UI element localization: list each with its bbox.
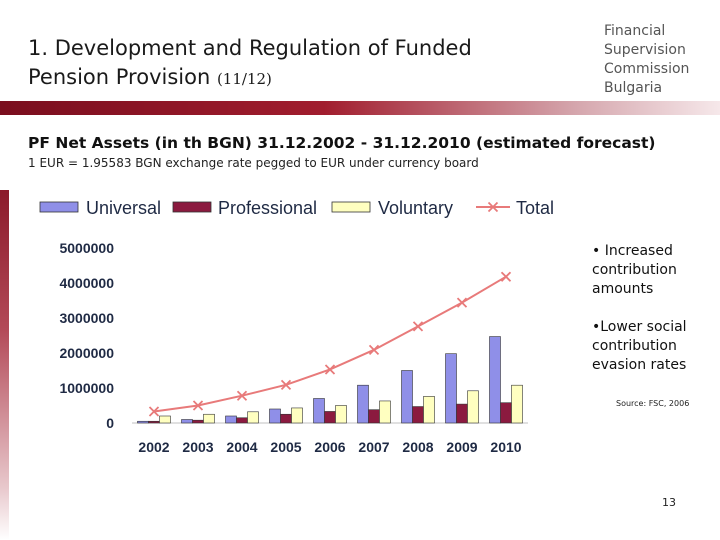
x-tick-label: 2004: [226, 439, 257, 455]
bar-voluntary: [291, 407, 303, 424]
bar-voluntary: [467, 390, 479, 424]
legend-label-professional: Professional: [218, 198, 317, 218]
bar-voluntary: [335, 405, 347, 424]
total-point-marker: [148, 406, 160, 417]
legend-marker-total: [487, 201, 499, 213]
org-line-3: Commission: [604, 61, 690, 77]
legend-label-voluntary: Voluntary: [378, 198, 453, 218]
bar-professional: [324, 411, 336, 424]
bar-universal: [225, 415, 237, 424]
bar-professional: [456, 403, 468, 424]
bar-universal: [181, 419, 193, 424]
y-tick-label: 1000000: [59, 380, 114, 396]
bullet-item: • Increased contribution amounts: [592, 243, 677, 297]
bullet-item: •Lower social contribution evasion rates: [592, 319, 687, 373]
bar-universal: [401, 370, 413, 424]
x-tick-label: 2007: [358, 439, 389, 455]
bullet-list: • Increased contribution amounts •Lower …: [592, 242, 712, 394]
page-number: 13: [662, 496, 676, 509]
bar-universal: [445, 353, 457, 424]
legend-label-total: Total: [516, 198, 554, 218]
bar-professional: [148, 420, 160, 424]
x-tick-label: 2003: [182, 439, 213, 455]
y-tick-label: 0: [106, 415, 114, 431]
y-tick-label: 2000000: [59, 345, 114, 361]
bar-universal: [313, 398, 325, 424]
x-tick-label: 2006: [314, 439, 345, 455]
bar-voluntary: [379, 400, 391, 424]
y-tick-label: 5000000: [59, 240, 114, 256]
total-point-marker: [324, 364, 336, 375]
legend-swatch-voluntary: [331, 201, 371, 213]
total-point-marker: [368, 344, 380, 355]
bar-professional: [192, 419, 204, 424]
org-line-1: Financial: [604, 23, 666, 39]
bar-professional: [412, 406, 424, 424]
legend-swatch-universal: [39, 201, 79, 213]
bar-professional: [236, 417, 248, 424]
bar-professional: [368, 409, 380, 424]
source-note: Source: FSC, 2006: [616, 399, 690, 408]
total-point-marker: [192, 400, 204, 411]
page-title: 1. Development and Regulation of Funded …: [28, 34, 472, 94]
chart-subtitle: PF Net Assets (in th BGN) 31.12.2002 - 3…: [28, 134, 656, 152]
title-page-ref: (11/12): [216, 70, 272, 88]
legend-label-universal: Universal: [86, 198, 161, 218]
bar-universal: [269, 408, 281, 424]
header-accent-bar: [0, 101, 720, 115]
title-line-2: Pension Provision: [28, 65, 211, 89]
bar-voluntary: [159, 415, 171, 424]
total-point-marker: [280, 379, 292, 390]
y-tick-label: 4000000: [59, 275, 114, 291]
x-tick-label: 2010: [490, 439, 521, 455]
bar-voluntary: [203, 413, 215, 424]
bar-professional: [280, 413, 292, 424]
x-tick-label: 2005: [270, 439, 301, 455]
org-line-4: Bulgaria: [604, 80, 663, 96]
x-tick-label: 2002: [138, 439, 169, 455]
x-tick-label: 2008: [402, 439, 433, 455]
y-tick-label: 3000000: [59, 310, 114, 326]
exchange-rate-note: 1 EUR = 1.95583 BGN exchange rate pegged…: [28, 156, 479, 170]
bar-voluntary: [423, 396, 435, 424]
bar-universal: [357, 384, 369, 424]
org-line-2: Supervision: [604, 42, 686, 58]
title-line-1: 1. Development and Regulation of Funded: [28, 36, 472, 60]
organization-name: Financial Supervision Commission Bulgari…: [604, 22, 689, 98]
total-point-marker: [412, 321, 424, 332]
bar-voluntary: [247, 411, 259, 424]
x-tick-label: 2009: [446, 439, 477, 455]
total-point-marker: [456, 297, 468, 308]
bar-voluntary: [511, 384, 523, 424]
total-point-marker: [236, 390, 248, 401]
total-point-marker: [500, 271, 512, 282]
bar-universal: [137, 420, 149, 424]
bar-universal: [489, 336, 501, 424]
left-accent-bar: [0, 190, 9, 540]
legend-swatch-professional: [172, 201, 212, 213]
bar-professional: [500, 402, 512, 424]
